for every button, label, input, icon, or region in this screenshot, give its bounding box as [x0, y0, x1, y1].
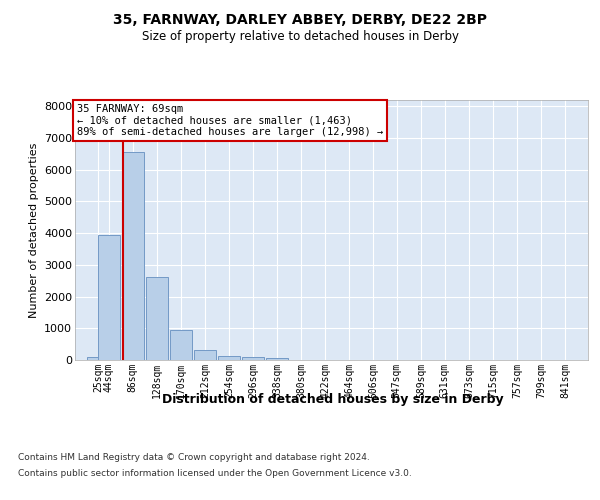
Text: Distribution of detached houses by size in Derby: Distribution of detached houses by size …: [162, 392, 504, 406]
Bar: [122, 152, 144, 360]
Bar: [98, 235, 119, 360]
Bar: [194, 350, 216, 360]
Text: Size of property relative to detached houses in Derby: Size of property relative to detached ho…: [142, 30, 458, 43]
Text: Contains public sector information licensed under the Open Government Licence v3: Contains public sector information licen…: [18, 468, 412, 477]
Bar: [218, 356, 240, 360]
Bar: [242, 357, 264, 360]
Text: 35, FARNWAY, DARLEY ABBEY, DERBY, DE22 2BP: 35, FARNWAY, DARLEY ABBEY, DERBY, DE22 2…: [113, 12, 487, 26]
Bar: [170, 330, 192, 360]
Text: 35 FARNWAY: 69sqm
← 10% of detached houses are smaller (1,463)
89% of semi-detac: 35 FARNWAY: 69sqm ← 10% of detached hous…: [77, 104, 383, 137]
Bar: [266, 358, 288, 360]
Text: Contains HM Land Registry data © Crown copyright and database right 2024.: Contains HM Land Registry data © Crown c…: [18, 454, 370, 462]
Y-axis label: Number of detached properties: Number of detached properties: [29, 142, 38, 318]
Bar: [146, 277, 168, 360]
Bar: [87, 357, 109, 360]
